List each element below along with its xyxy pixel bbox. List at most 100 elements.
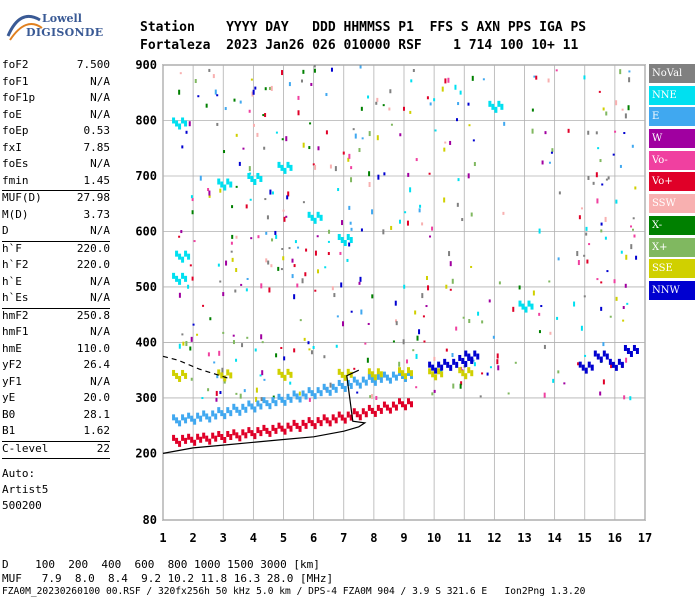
- echo-dot: [583, 75, 586, 80]
- echo-point: [340, 382, 344, 389]
- echo-dot: [261, 370, 264, 376]
- echo-dot: [209, 317, 212, 321]
- echo-dot: [207, 352, 210, 357]
- echo-dot: [348, 153, 351, 159]
- echo-point: [295, 393, 299, 400]
- echo-point: [464, 360, 468, 367]
- echo-point: [229, 372, 233, 379]
- echo-point: [394, 374, 398, 381]
- x-tick-label: 2: [190, 531, 197, 545]
- echo-dot: [622, 306, 625, 310]
- legend-item: NNW: [649, 280, 695, 300]
- echo-dot: [518, 285, 521, 290]
- echo-point: [196, 412, 200, 419]
- echo-point: [361, 408, 365, 415]
- param-key: h`F2: [2, 258, 29, 271]
- echo-dot: [585, 226, 588, 231]
- echo-dot: [371, 209, 374, 215]
- echo-point: [440, 364, 444, 371]
- echo-dot: [626, 302, 629, 305]
- echo-point: [265, 427, 269, 434]
- param-value: 27.98: [76, 191, 110, 204]
- echo-dot: [271, 238, 274, 242]
- echo-dot: [217, 263, 220, 267]
- param-value: N/A: [90, 325, 110, 338]
- echo-dot: [219, 280, 222, 283]
- echo-dot: [547, 78, 550, 83]
- echo-point: [265, 400, 269, 407]
- echo-point: [235, 406, 239, 413]
- echo-dot: [360, 309, 363, 315]
- legend-item: NNE: [649, 85, 695, 105]
- param-value: 28.1: [83, 407, 111, 421]
- x-tick-label: 17: [638, 531, 652, 545]
- echo-dot: [367, 322, 370, 325]
- echo-point: [394, 404, 398, 411]
- echo-dot: [255, 396, 258, 402]
- echo-dot: [364, 342, 367, 345]
- echo-dot: [208, 190, 211, 196]
- echo-point: [458, 367, 462, 374]
- echo-dot: [367, 95, 370, 99]
- param-row: h`F 220.0: [2, 240, 110, 259]
- echo-dot: [248, 166, 251, 172]
- echo-dot: [473, 162, 476, 167]
- echo-point: [223, 413, 227, 420]
- echo-dot: [538, 330, 541, 334]
- echo-dot: [289, 381, 292, 385]
- echo-dot: [482, 78, 485, 81]
- echo-dot: [477, 311, 480, 316]
- echo-point: [355, 411, 359, 418]
- param-value: 1.45: [83, 173, 111, 187]
- echo-dot: [353, 367, 356, 370]
- echo-dot: [316, 235, 319, 238]
- echo-dot: [406, 220, 409, 226]
- echo-point: [223, 436, 227, 443]
- echo-point: [211, 410, 215, 417]
- echo-dot: [302, 142, 305, 148]
- echo-dot: [412, 349, 415, 352]
- echo-point: [181, 256, 185, 263]
- echo-dot: [600, 222, 603, 226]
- echo-point: [437, 361, 441, 368]
- echo-dot: [350, 227, 353, 231]
- echo-point: [452, 358, 456, 365]
- echo-dot: [350, 177, 353, 183]
- echo-dot: [403, 284, 406, 289]
- echo-dot: [414, 310, 417, 315]
- echo-point: [310, 420, 314, 427]
- param-key: foEs: [2, 157, 29, 170]
- echo-dot: [216, 94, 219, 97]
- echo-dot: [602, 342, 605, 347]
- digisonde-logo: Lowell DIGISONDE: [4, 6, 124, 46]
- echo-dot: [255, 387, 258, 393]
- echo-dot: [533, 75, 536, 78]
- echo-dot: [312, 345, 315, 349]
- echo-dot: [241, 343, 244, 348]
- echo-point: [268, 430, 272, 437]
- echo-dot: [604, 236, 607, 240]
- echo-dot: [588, 243, 591, 246]
- echo-point: [370, 371, 374, 378]
- param-row: MUF(D) 27.98: [2, 190, 110, 208]
- echo-dot: [468, 319, 471, 324]
- echo-dot: [454, 84, 457, 90]
- echo-dot: [531, 108, 534, 112]
- echo-point: [500, 103, 504, 110]
- echo-dot: [398, 219, 401, 224]
- logo-line1: Lowell: [42, 12, 82, 25]
- param-row: M(D) 3.73: [2, 208, 110, 225]
- echo-point: [217, 430, 221, 437]
- echo-dot: [297, 246, 300, 249]
- echo-point: [175, 372, 179, 379]
- echo-dot: [550, 151, 553, 154]
- echo-dot: [178, 292, 181, 298]
- echo-dot: [308, 397, 311, 402]
- echo-dot: [219, 391, 222, 395]
- echo-dot: [334, 166, 337, 172]
- echo-dot: [221, 367, 224, 373]
- echo-dot: [607, 176, 610, 180]
- echo-point: [217, 369, 221, 376]
- echo-dot: [557, 257, 560, 261]
- echo-point: [440, 371, 444, 378]
